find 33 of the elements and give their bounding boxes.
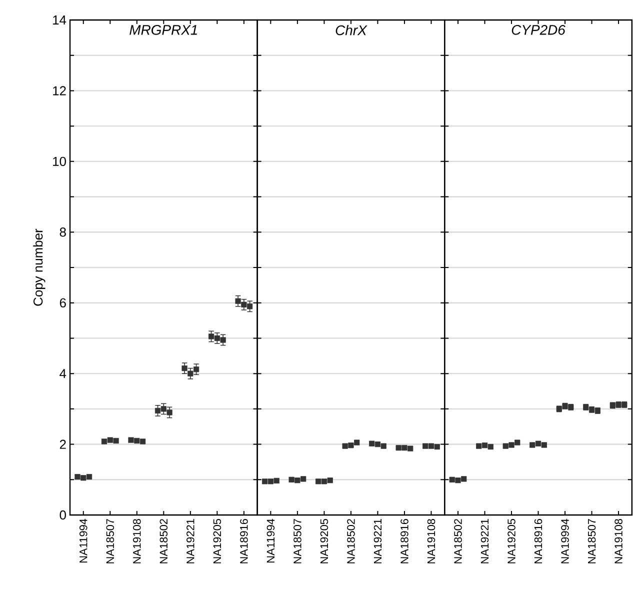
x-tick-label: NA18502 xyxy=(347,519,355,564)
x-tick-label: NA18916 xyxy=(240,519,248,564)
chart-title: MRGPRX1 xyxy=(130,24,197,35)
x-tick-label: NA18916 xyxy=(534,519,542,564)
x-tick-label: NA19221 xyxy=(480,519,489,564)
x-tick-label: NA18502 xyxy=(454,519,462,564)
x-tick-label: NA19994 xyxy=(561,518,569,564)
chart-title: ChrX xyxy=(336,24,368,36)
x-tick-label: NA11994 xyxy=(80,518,88,562)
y-tick-label: 6 xyxy=(60,298,66,308)
x-tick-label: NA19205 xyxy=(508,518,516,564)
y-tick-label: 2 xyxy=(60,440,66,449)
x-tick-label: NA19205 xyxy=(320,518,328,564)
y-tick-label: 14 xyxy=(53,16,66,24)
y-tick-label: 0 xyxy=(60,510,66,520)
x-tick-label: NA19108 xyxy=(614,519,622,564)
x-tick-label: NA18507 xyxy=(588,519,596,564)
x-tick-label: NA19108 xyxy=(133,519,141,564)
y-tick-label: 10 xyxy=(53,156,66,166)
x-tick-label: NA19221 xyxy=(374,519,382,564)
x-tick-label: NA11994 xyxy=(266,518,275,562)
x-tick-label: NA18507 xyxy=(294,519,302,564)
x-tick-label: NA18916 xyxy=(400,519,408,564)
chart-title: CYP2D6 xyxy=(512,24,566,35)
y-tick-label: 8 xyxy=(60,228,66,237)
x-tick-label: NA18502 xyxy=(160,519,168,564)
y-tick-label: 4 xyxy=(60,369,66,378)
x-tick-label: NA19205 xyxy=(213,518,222,564)
y-tick-label: 12 xyxy=(53,86,66,96)
x-tick-label: NA19108 xyxy=(427,519,436,564)
x-tick-label: NA18507 xyxy=(106,519,114,564)
y-axis-title: Copy number xyxy=(33,228,46,306)
x-tick-label: NA19221 xyxy=(186,519,194,564)
